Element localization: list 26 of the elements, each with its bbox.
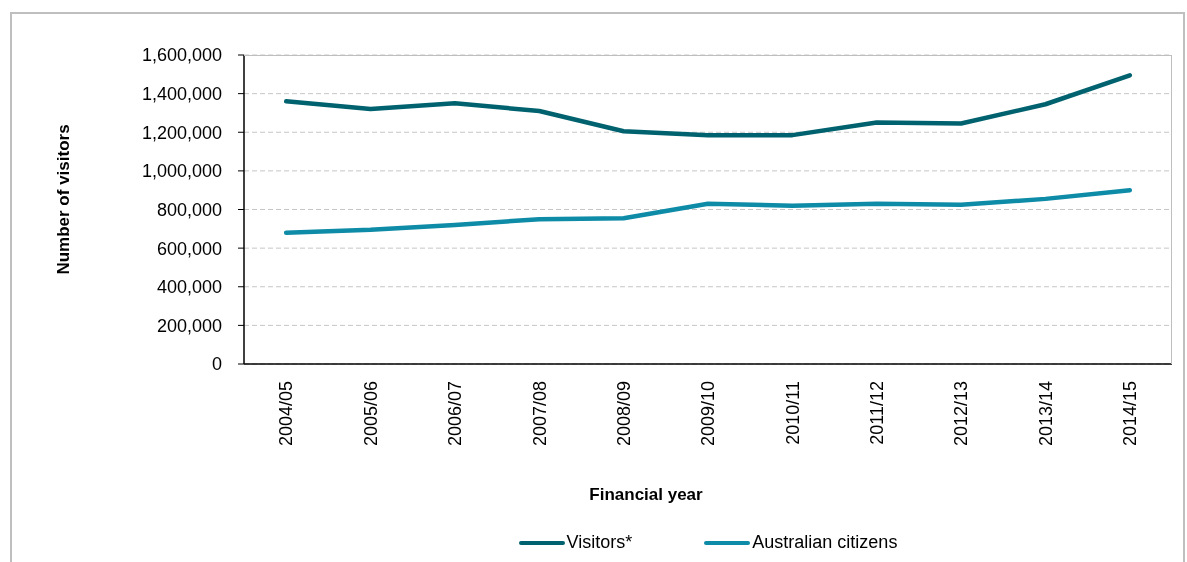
x-tick-label: 2011/12 (867, 381, 888, 445)
x-tick-label: 2013/14 (1035, 381, 1056, 447)
x-tick-label: 2006/07 (445, 381, 466, 447)
y-tick-label: 1,600,000 (141, 45, 222, 66)
x-tick-label: 2012/13 (951, 381, 972, 447)
legend-label: Visitors* (566, 532, 633, 553)
y-tick-label: 800,000 (156, 199, 222, 220)
y-tick-label: 1,200,000 (141, 122, 222, 143)
x-tick-label: 2014/15 (1120, 381, 1141, 447)
y-tick-label: 0 (211, 354, 222, 375)
y-axis-title: Number of visitors (53, 124, 73, 275)
y-tick-label: 1,000,000 (141, 161, 222, 182)
x-tick-label: 2005/06 (360, 381, 381, 447)
y-tick-label: 400,000 (156, 277, 222, 298)
x-tick-label: 2009/10 (698, 381, 719, 447)
x-tick-label: 2004/05 (276, 381, 297, 447)
x-axis-title: Financial year (589, 485, 704, 504)
y-tick-label: 200,000 (156, 315, 222, 336)
x-tick-label: 2007/08 (529, 381, 550, 447)
x-tick-label: 2008/09 (613, 381, 634, 447)
y-tick-label: 600,000 (156, 238, 222, 259)
legend-label: Australian citizens (752, 532, 898, 553)
x-tick-label: 2010/11 (782, 381, 803, 445)
line-series (283, 187, 1133, 235)
y-tick-label: 1,400,000 (141, 84, 222, 105)
line-series (283, 73, 1133, 138)
